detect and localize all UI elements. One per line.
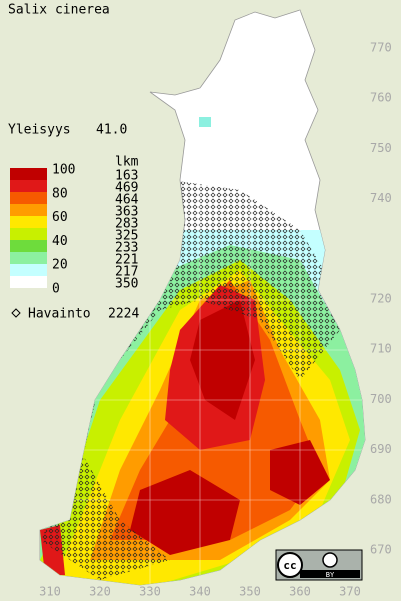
easting-label: 350: [239, 585, 261, 599]
legend-level: 60: [52, 210, 68, 225]
frequency-value: 41.0: [96, 123, 127, 138]
legend-swatch: [10, 180, 47, 192]
northing-label: 680: [370, 492, 392, 506]
legend-count: 464: [115, 193, 139, 208]
northing-label: 750: [370, 141, 392, 155]
legend-swatch: [10, 204, 47, 216]
northing-label: 670: [370, 543, 392, 557]
cc-icon: cc: [283, 559, 296, 572]
northing-label: 770: [370, 41, 392, 55]
northing-label: 760: [370, 91, 392, 105]
legend-count: 233: [115, 241, 138, 256]
easting-label: 340: [189, 585, 211, 599]
observation-symbol: [11, 308, 21, 318]
legend-swatch: [10, 276, 47, 288]
legend-swatch: [10, 168, 47, 180]
easting-label: 330: [139, 585, 161, 599]
legend-count: 469: [115, 181, 138, 196]
easting-label: 360: [289, 585, 311, 599]
legend-swatch: [10, 264, 47, 276]
legend-level: 0: [52, 282, 60, 297]
frequency-label: Yleisyys: [8, 123, 71, 138]
northing-label: 690: [370, 442, 392, 456]
legend-count: 163: [115, 169, 138, 184]
northing-label: 720: [370, 292, 392, 306]
northing-label: 710: [370, 342, 392, 356]
legend-count: 283: [115, 217, 138, 232]
frequency-surface: [40, 180, 365, 585]
legend-swatch: [10, 192, 47, 204]
northing-label: 700: [370, 392, 392, 406]
cc-badge: cc BY: [275, 549, 363, 581]
legend-count: 325: [115, 229, 138, 244]
title: Salix cinerea: [8, 3, 110, 18]
count-header: lkm: [115, 155, 139, 170]
legend-count: 363: [115, 205, 138, 220]
legend-level: 20: [52, 258, 68, 273]
legend-count: 350: [115, 277, 138, 292]
legend-swatch: [10, 228, 47, 240]
easting-label: 320: [89, 585, 111, 599]
northing-label: 740: [370, 191, 392, 205]
legend-swatch: [10, 216, 47, 228]
legend-level: 40: [52, 234, 68, 249]
easting-label: 310: [39, 585, 61, 599]
legend-swatch: [10, 252, 47, 264]
easting-label: 370: [339, 585, 361, 599]
legend-count: 221: [115, 253, 138, 268]
observation-count: 2224: [108, 307, 139, 322]
observation-cell: [199, 117, 211, 127]
legend-level: 100: [52, 163, 75, 178]
observation-label: Havainto: [28, 307, 91, 322]
legend-swatch: [10, 240, 47, 252]
cc-attribution: BY: [326, 571, 335, 579]
legend-level: 80: [52, 186, 68, 201]
legend-count: 217: [115, 265, 138, 280]
